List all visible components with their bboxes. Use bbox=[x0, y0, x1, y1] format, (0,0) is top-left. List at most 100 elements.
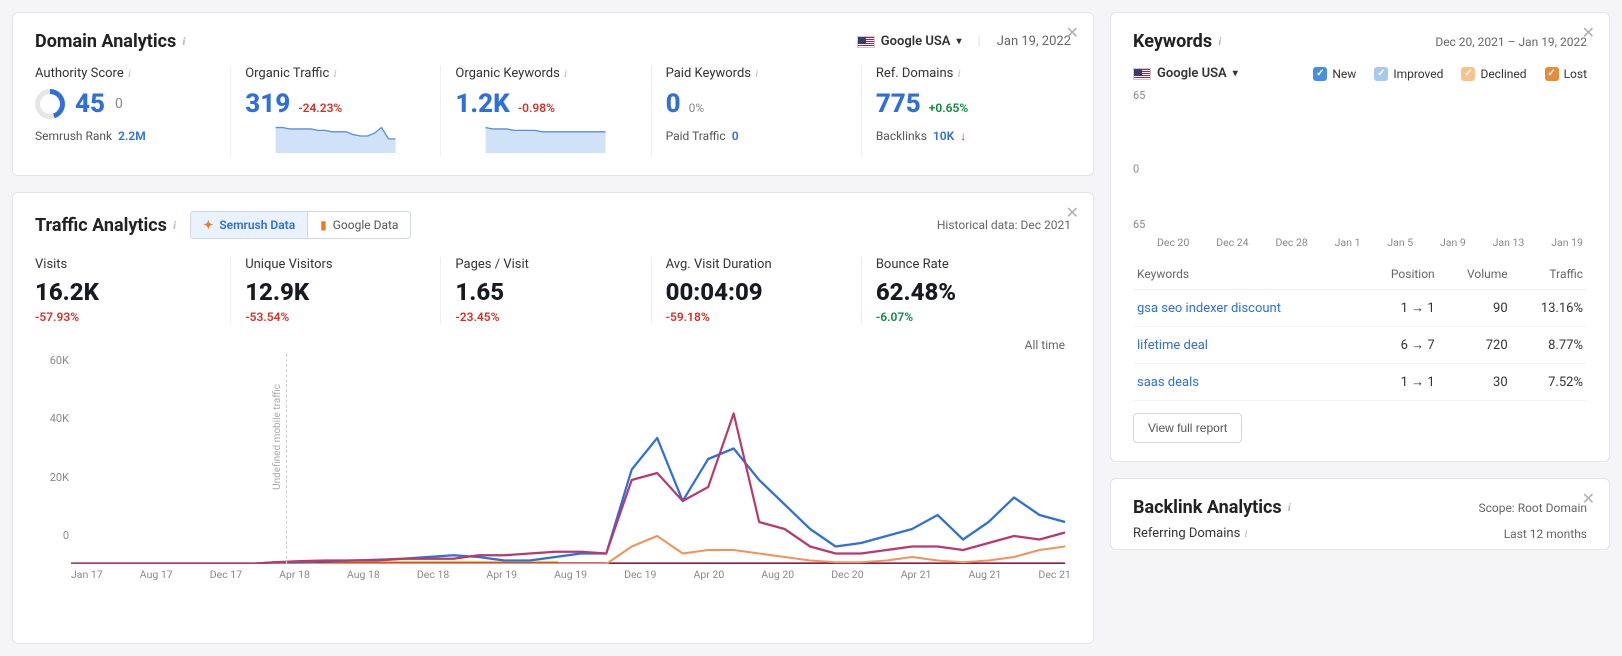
keywords-bar bbox=[1365, 95, 1376, 231]
domain-analytics-title: Domain Analyticsi bbox=[35, 31, 186, 52]
keywords-bar bbox=[1489, 95, 1500, 231]
keywords-bar bbox=[1406, 95, 1417, 231]
backlink-analytics-card: ✕ Backlink Analyticsi Scope: Root Domain… bbox=[1110, 478, 1610, 550]
keywords-bar bbox=[1462, 95, 1473, 231]
traffic-metric: Avg. Visit Duration 00:04:09 -59.18% bbox=[652, 257, 862, 324]
metric-ref-domains: Ref. Domainsi 775 +0.65% Backlinks 10K ↓ bbox=[862, 66, 1071, 157]
metric-paid-keywords: Paid Keywordsi 0 0% Paid Traffic 0 bbox=[652, 66, 862, 157]
info-icon[interactable]: i bbox=[1244, 526, 1247, 541]
info-icon[interactable]: i bbox=[173, 218, 176, 233]
domain-analytics-card: ✕ Domain Analyticsi Google USA ▾ | Jan 1… bbox=[12, 12, 1094, 176]
metric-organic-keywords: Organic Keywordsi 1.2K -0.98% bbox=[441, 66, 651, 157]
info-icon[interactable]: i bbox=[1288, 500, 1291, 515]
keywords-date-range: Dec 20, 2021 – Jan 19, 2022 bbox=[1435, 35, 1587, 49]
keywords-card: ✕ Keywordsi Dec 20, 2021 – Jan 19, 2022 … bbox=[1110, 12, 1610, 462]
legend-item[interactable]: ✓Improved bbox=[1374, 67, 1443, 81]
backlink-analytics-title: Backlink Analyticsi bbox=[1133, 497, 1291, 518]
info-icon[interactable]: i bbox=[1218, 34, 1221, 49]
traffic-metric: Bounce Rate 62.48% -6.07% bbox=[862, 257, 1071, 324]
keywords-bar bbox=[1309, 95, 1320, 231]
info-icon[interactable]: i bbox=[182, 34, 185, 49]
info-icon[interactable]: i bbox=[333, 66, 336, 81]
keywords-table: KeywordsPositionVolumeTraffic gsa seo in… bbox=[1133, 259, 1587, 401]
keyword-row[interactable]: gsa seo indexer discount 1 → 1 90 13.16% bbox=[1133, 290, 1587, 327]
backlink-period: Last 12 months bbox=[1504, 527, 1587, 541]
legend-item[interactable]: ✓Lost bbox=[1545, 67, 1587, 81]
legend-item[interactable]: ✓Declined bbox=[1461, 67, 1526, 81]
keyword-link[interactable]: lifetime deal bbox=[1137, 338, 1208, 353]
keywords-bar bbox=[1295, 95, 1306, 231]
keywords-bar bbox=[1392, 95, 1403, 231]
backlinks-link[interactable]: 10K bbox=[933, 129, 954, 143]
close-icon[interactable]: ✕ bbox=[1066, 23, 1079, 42]
keywords-bar bbox=[1503, 95, 1514, 231]
info-icon[interactable]: i bbox=[564, 66, 567, 81]
close-icon[interactable]: ✕ bbox=[1582, 23, 1595, 42]
semrush-icon: ✦ bbox=[203, 218, 213, 232]
info-icon[interactable]: i bbox=[755, 66, 758, 81]
historical-data: Historical data: Dec 2021 bbox=[937, 218, 1071, 232]
keyword-link[interactable]: saas deals bbox=[1137, 375, 1199, 390]
flag-icon bbox=[857, 36, 875, 48]
chevron-down-icon: ▾ bbox=[957, 36, 962, 47]
legend-item[interactable]: ✓New bbox=[1313, 67, 1356, 81]
keywords-bar bbox=[1379, 95, 1390, 231]
keywords-bar bbox=[1351, 95, 1362, 231]
keywords-bar bbox=[1517, 95, 1528, 231]
report-date: Jan 19, 2022 bbox=[997, 34, 1071, 49]
keywords-bar bbox=[1226, 95, 1237, 231]
country-select[interactable]: Google USA ▾ bbox=[857, 34, 962, 49]
keyword-row[interactable]: lifetime deal 6 → 7 720 8.77% bbox=[1133, 327, 1587, 364]
keywords-bar bbox=[1282, 95, 1293, 231]
traffic-chart: 60K40K20K0 Undefined mobile traffic bbox=[35, 354, 1071, 564]
keywords-bar bbox=[1337, 95, 1348, 231]
referring-domains-label: Referring Domainsi bbox=[1133, 526, 1248, 541]
keywords-bar bbox=[1323, 95, 1334, 231]
keywords-bar bbox=[1572, 95, 1583, 231]
close-icon[interactable]: ✕ bbox=[1066, 203, 1079, 222]
data-source-toggle: ✦ Semrush Data ▮ Google Data bbox=[190, 211, 411, 239]
flag-icon bbox=[1133, 68, 1151, 80]
keywords-bar bbox=[1448, 95, 1459, 231]
info-icon[interactable]: i bbox=[957, 66, 960, 81]
traffic-metric: Pages / Visit 1.65 -23.45% bbox=[441, 257, 651, 324]
keywords-bar bbox=[1254, 95, 1265, 231]
paid-traffic-link[interactable]: 0 bbox=[732, 129, 739, 143]
organic-traffic-sparkline bbox=[245, 125, 426, 153]
keywords-bar bbox=[1531, 95, 1542, 231]
arrow-down-icon: ↓ bbox=[960, 129, 966, 143]
authority-gauge bbox=[35, 89, 65, 119]
traffic-metric: Visits 16.2K -57.93% bbox=[35, 257, 231, 324]
metric-authority: Authority Scorei 45 0 Semrush Rank 2.2M bbox=[35, 66, 231, 157]
keywords-bar bbox=[1558, 95, 1569, 231]
backlink-scope: Scope: Root Domain bbox=[1478, 501, 1587, 515]
keywords-bar bbox=[1240, 95, 1251, 231]
keywords-country-select[interactable]: Google USA ▾ bbox=[1133, 66, 1238, 81]
keywords-bar bbox=[1420, 95, 1431, 231]
traffic-metric: Unique Visitors 12.9K -53.54% bbox=[231, 257, 441, 324]
organic-keywords-sparkline bbox=[455, 125, 636, 153]
toggle-semrush[interactable]: ✦ Semrush Data bbox=[191, 212, 308, 238]
keyword-link[interactable]: gsa seo indexer discount bbox=[1137, 301, 1281, 316]
keywords-bar bbox=[1434, 95, 1445, 231]
authority-value: 45 bbox=[75, 89, 105, 119]
keywords-bar bbox=[1545, 95, 1556, 231]
close-icon[interactable]: ✕ bbox=[1582, 489, 1595, 508]
semrush-rank-link[interactable]: 2.2M bbox=[118, 129, 146, 143]
keyword-row[interactable]: saas deals 1 → 1 30 7.52% bbox=[1133, 364, 1587, 401]
keywords-bar bbox=[1475, 95, 1486, 231]
metric-organic-traffic: Organic Traffici 319 -24.23% bbox=[231, 66, 441, 157]
info-icon[interactable]: i bbox=[128, 66, 131, 81]
toggle-google[interactable]: ▮ Google Data bbox=[308, 212, 410, 238]
keywords-bar bbox=[1268, 95, 1279, 231]
keywords-bar bbox=[1157, 95, 1168, 231]
traffic-analytics-card: ✕ Traffic Analyticsi ✦ Semrush Data ▮ Go… bbox=[12, 192, 1094, 644]
keywords-chart: 65 0 65 bbox=[1133, 89, 1587, 249]
keywords-title: Keywordsi bbox=[1133, 31, 1221, 52]
keywords-bar bbox=[1199, 95, 1210, 231]
chevron-down-icon: ▾ bbox=[1233, 68, 1238, 79]
keywords-bar bbox=[1212, 95, 1223, 231]
keywords-bar bbox=[1171, 95, 1182, 231]
view-full-report-button[interactable]: View full report bbox=[1133, 413, 1242, 443]
google-icon: ▮ bbox=[320, 218, 327, 232]
